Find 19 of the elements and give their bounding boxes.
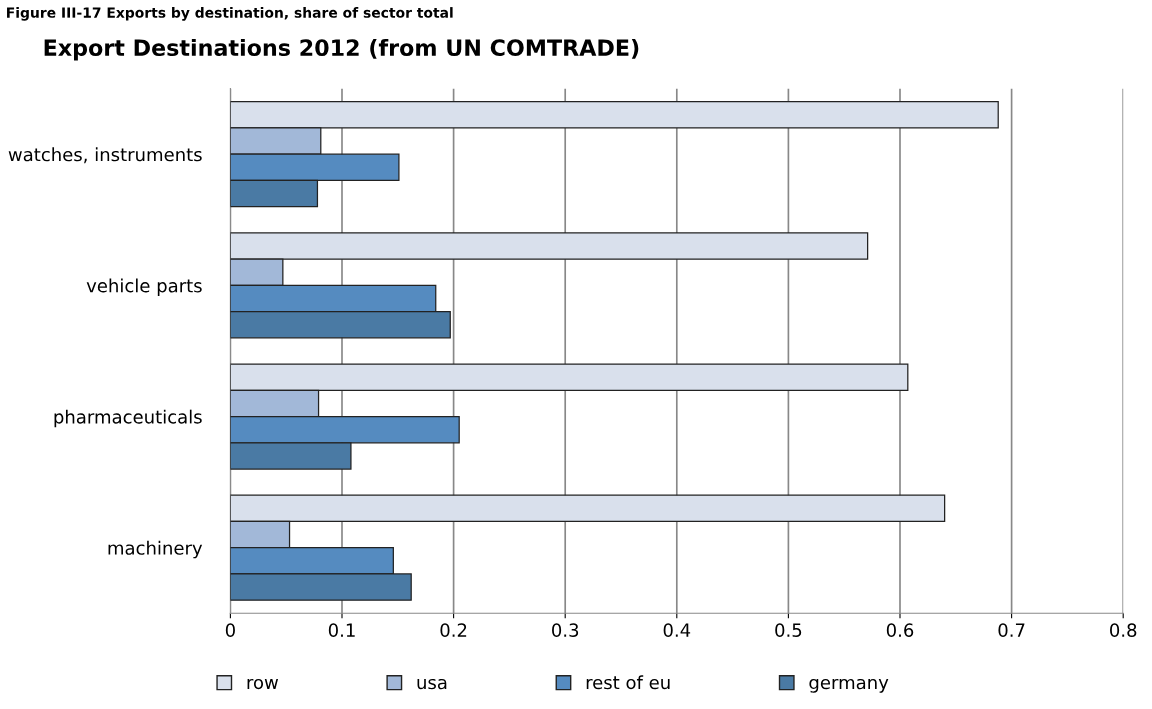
x-tick-label: 0.4 — [663, 623, 691, 637]
legend-label: row — [247, 678, 279, 690]
text: Figure III-17 Exports by destination, share of sector total — [7, 7, 453, 21]
chart-title: Export Destinations 2012 (from UN COMTRADE) — [44, 38, 639, 61]
y-tick-label: machinery — [108, 540, 203, 559]
x-tick-label: 0.6 — [886, 623, 914, 637]
y-tick-label: watches, instruments — [8, 147, 202, 164]
x-tick-label: 0.7 — [998, 623, 1025, 637]
x-tick-label: 0.8 — [1110, 623, 1137, 637]
y-tick-label: pharmaceuticals — [54, 409, 202, 428]
x-tick-label: 0.5 — [775, 623, 802, 637]
x-tick-label: 0.2 — [440, 623, 467, 637]
x-tick-label: 0.1 — [328, 623, 355, 637]
legend-label: rest of eu — [586, 675, 670, 690]
x-tick-label: 0.3 — [552, 623, 579, 637]
legend-label: usa — [417, 678, 447, 690]
y-tick-label: vehicle parts — [86, 278, 202, 296]
legend-label: germany — [809, 678, 889, 693]
x-tick-label: 0 — [225, 623, 235, 637]
